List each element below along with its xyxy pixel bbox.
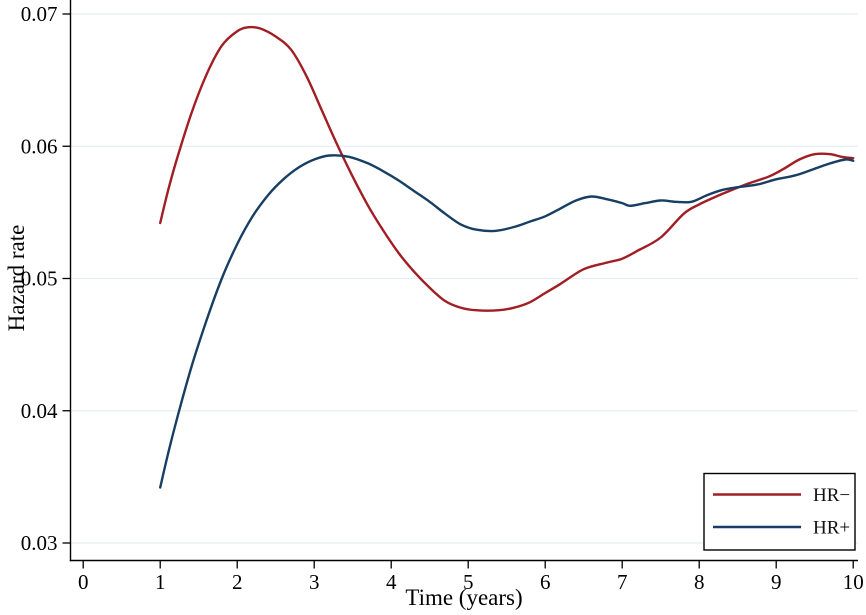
legend: HR− HR+ xyxy=(703,472,856,551)
x-tick-label: 0 xyxy=(78,570,89,594)
x-tick-label: 4 xyxy=(386,570,397,594)
x-tick-label: 6 xyxy=(540,570,551,594)
y-tick-label: 0.06 xyxy=(21,134,58,158)
y-tick-label: 0.05 xyxy=(21,267,58,291)
series-line-hr-minus xyxy=(159,25,855,312)
series-lines xyxy=(159,25,855,489)
x-tick-label: 3 xyxy=(309,570,320,594)
x-tick-label: 7 xyxy=(617,570,628,594)
legend-label-hr-plus: HR+ xyxy=(813,518,850,539)
y-axis-title: Hazard rate xyxy=(4,225,29,332)
x-tick-label: 5 xyxy=(463,570,474,594)
x-tick-label: 1 xyxy=(155,570,166,594)
legend-label-hr-minus: HR− xyxy=(813,485,850,506)
legend-box xyxy=(703,472,856,551)
x-tick-label: 9 xyxy=(771,570,782,594)
y-tick-label: 0.07 xyxy=(21,2,58,26)
x-axis-title: Time (years) xyxy=(405,585,522,610)
x-tick-label: 2 xyxy=(232,570,243,594)
axes xyxy=(62,0,858,569)
x-tick-label: 10 xyxy=(843,570,864,594)
x-tick-label: 8 xyxy=(694,570,705,594)
gridlines xyxy=(71,13,858,544)
y-tick-label: 0.04 xyxy=(21,399,58,423)
series-line-hr-plus xyxy=(159,154,855,489)
y-tick-label: 0.03 xyxy=(21,531,58,555)
tick-labels: 0 1 2 3 4 5 6 7 8 9 10 0.03 0.04 0.05 0.06 0.07 xyxy=(21,2,864,594)
